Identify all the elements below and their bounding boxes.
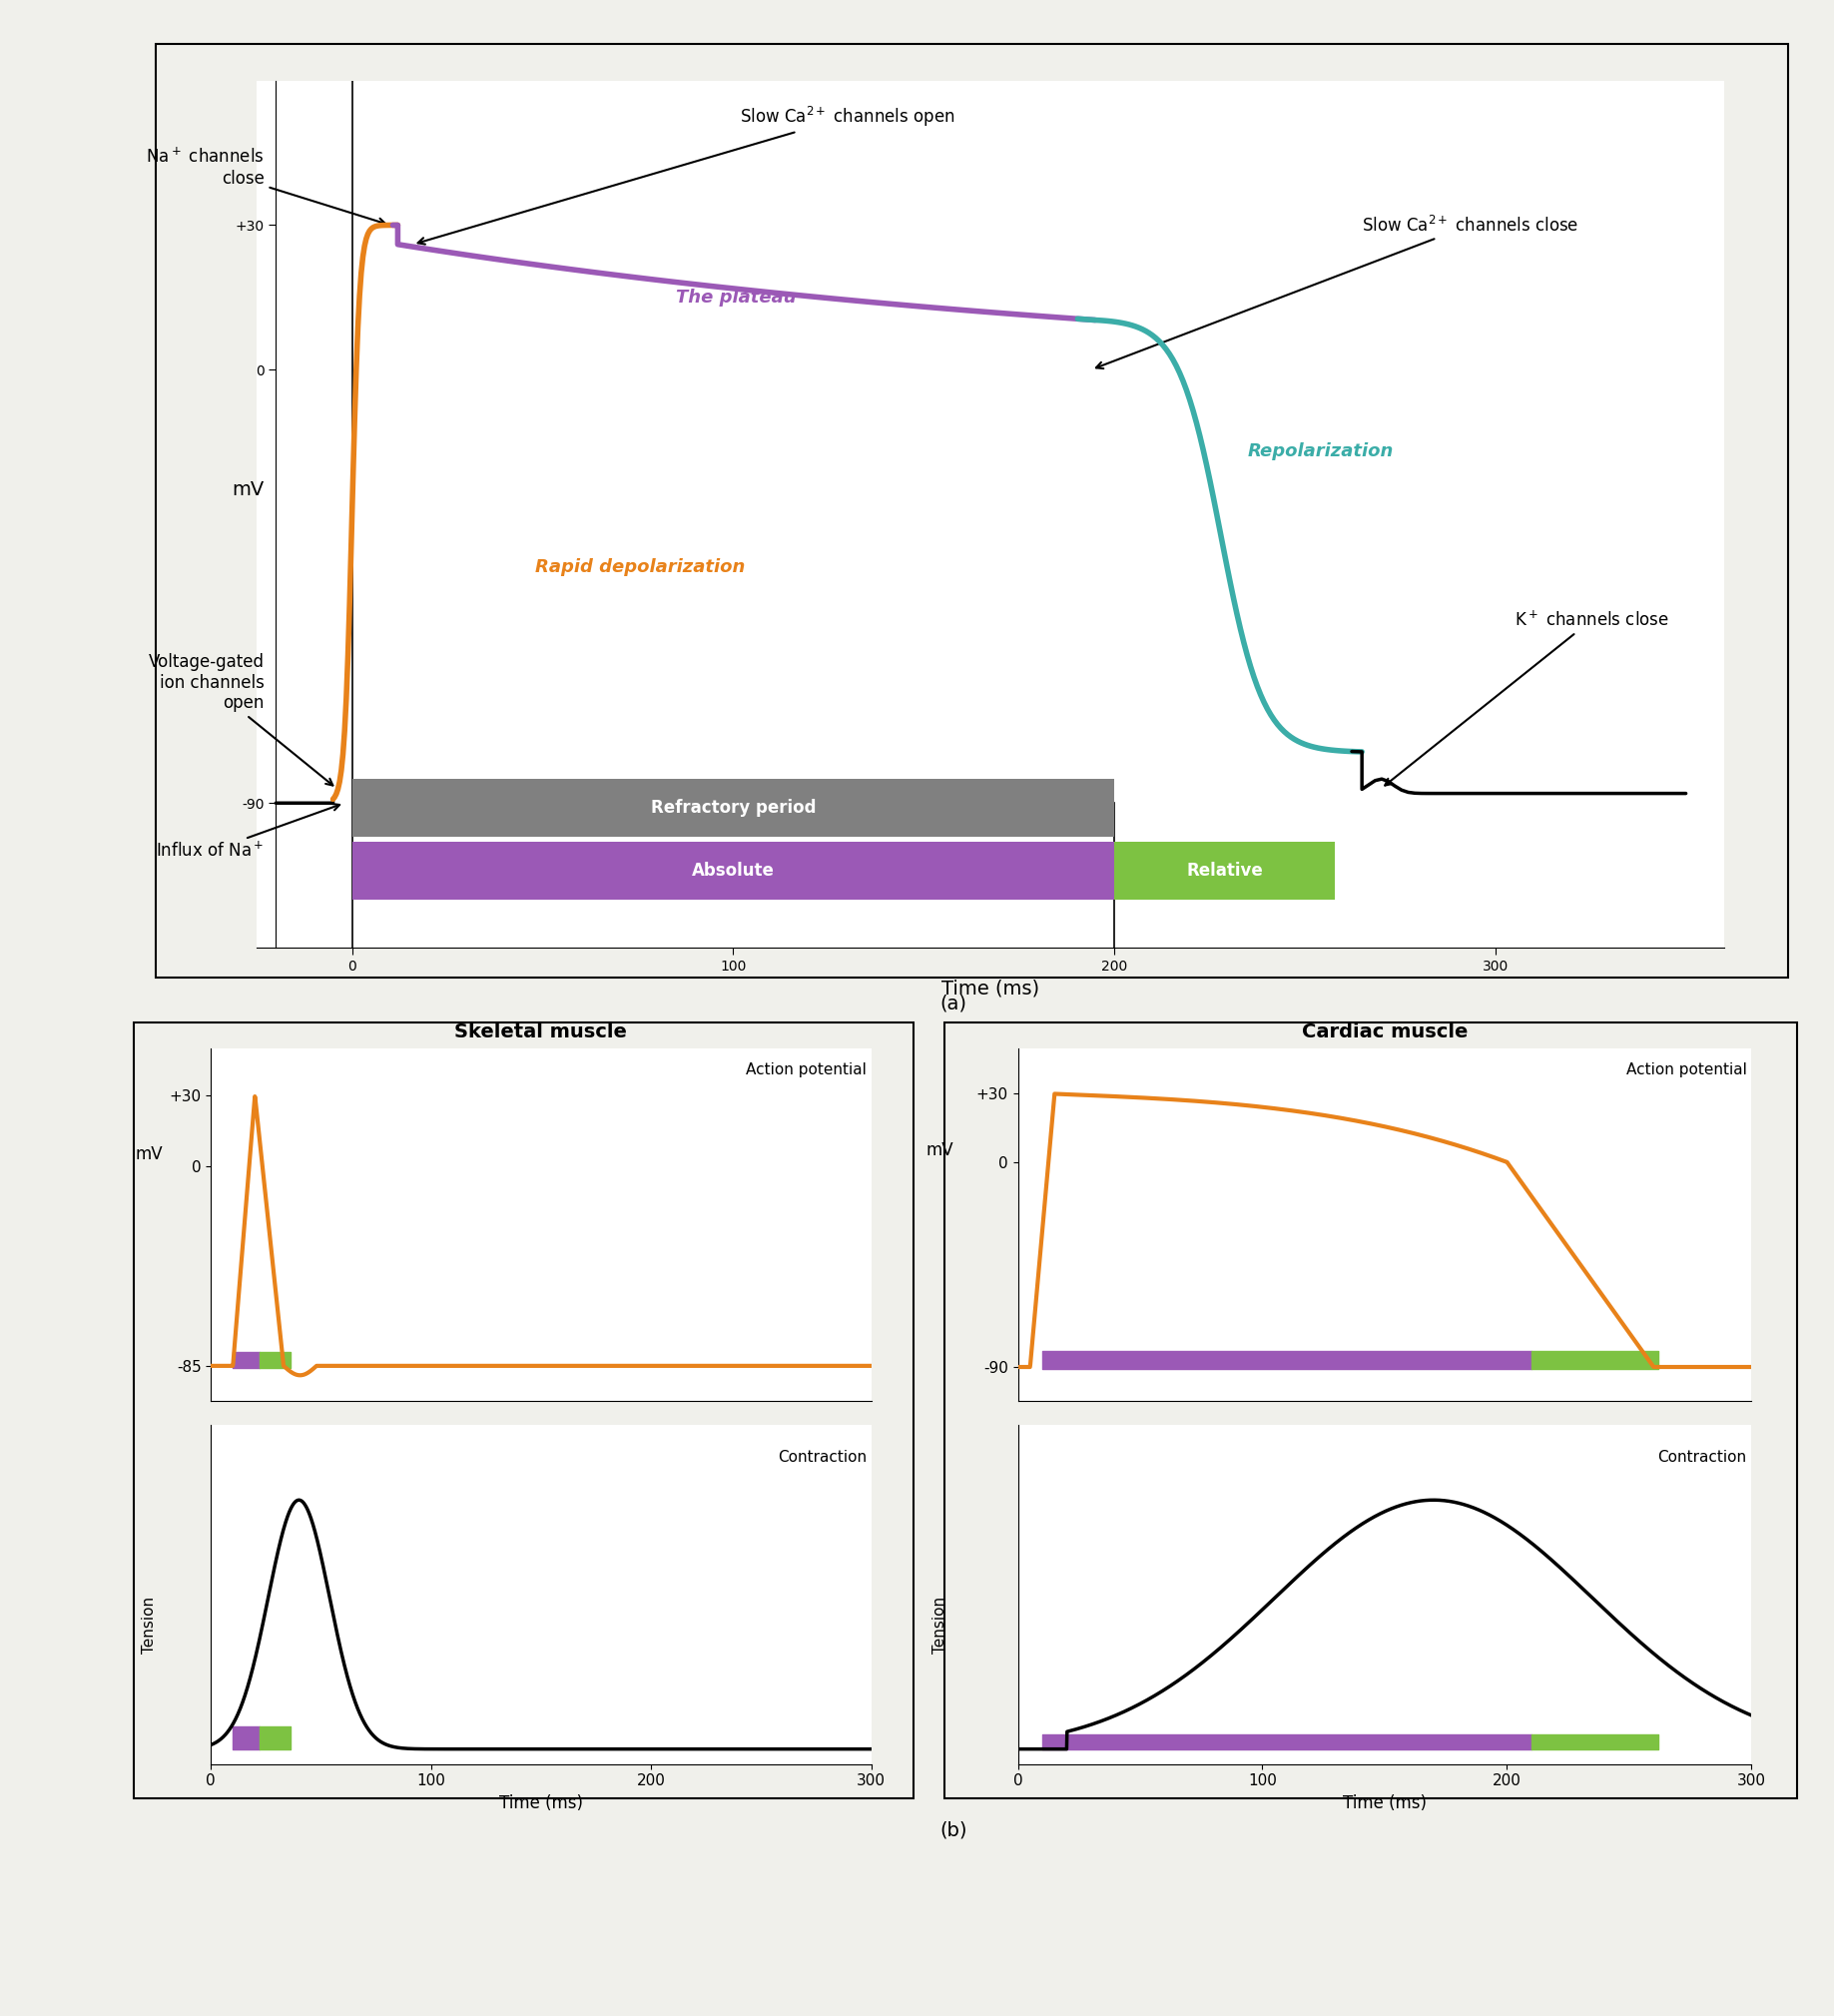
- Text: Refractory period: Refractory period: [651, 798, 816, 816]
- X-axis label: Time (ms): Time (ms): [499, 1794, 583, 1812]
- Bar: [352, 841, 1115, 899]
- Text: Voltage-gated
ion channels
open: Voltage-gated ion channels open: [149, 653, 332, 786]
- Text: (a): (a): [941, 994, 967, 1014]
- Bar: [1115, 841, 1335, 899]
- Text: K$^+$ channels close: K$^+$ channels close: [1385, 611, 1669, 786]
- Text: Tension: Tension: [141, 1597, 156, 1653]
- Text: Na$^+$ channels
close: Na$^+$ channels close: [147, 147, 385, 226]
- Title: Skeletal muscle: Skeletal muscle: [455, 1022, 627, 1040]
- Text: Influx of Na$^+$: Influx of Na$^+$: [156, 804, 339, 861]
- X-axis label: Time (ms): Time (ms): [1342, 1794, 1427, 1812]
- Text: mV: mV: [136, 1145, 163, 1163]
- Text: The plateau: The plateau: [677, 288, 796, 306]
- X-axis label: Time (ms): Time (ms): [941, 980, 1040, 998]
- Text: Slow Ca$^{2+}$ channels open: Slow Ca$^{2+}$ channels open: [418, 105, 956, 244]
- Text: Tension: Tension: [932, 1597, 946, 1653]
- Text: mV: mV: [233, 480, 264, 500]
- FancyArrowPatch shape: [1117, 867, 1333, 875]
- Text: Action potential: Action potential: [746, 1062, 867, 1077]
- Text: Slow Ca$^{2+}$ channels close: Slow Ca$^{2+}$ channels close: [1097, 216, 1579, 369]
- FancyArrowPatch shape: [354, 867, 1111, 875]
- Text: (b): (b): [941, 1820, 967, 1841]
- Bar: [352, 778, 1115, 837]
- Text: Rapid depolarization: Rapid depolarization: [536, 558, 745, 577]
- FancyArrowPatch shape: [354, 804, 1111, 812]
- Text: Relative: Relative: [1187, 861, 1264, 879]
- Text: Contraction: Contraction: [1658, 1450, 1746, 1466]
- Text: mV: mV: [926, 1141, 954, 1159]
- Text: Repolarization: Repolarization: [1247, 442, 1394, 460]
- Text: Absolute: Absolute: [691, 861, 774, 879]
- Text: Contraction: Contraction: [778, 1450, 867, 1466]
- Title: Cardiac muscle: Cardiac muscle: [1302, 1022, 1467, 1040]
- Text: Action potential: Action potential: [1627, 1062, 1746, 1077]
